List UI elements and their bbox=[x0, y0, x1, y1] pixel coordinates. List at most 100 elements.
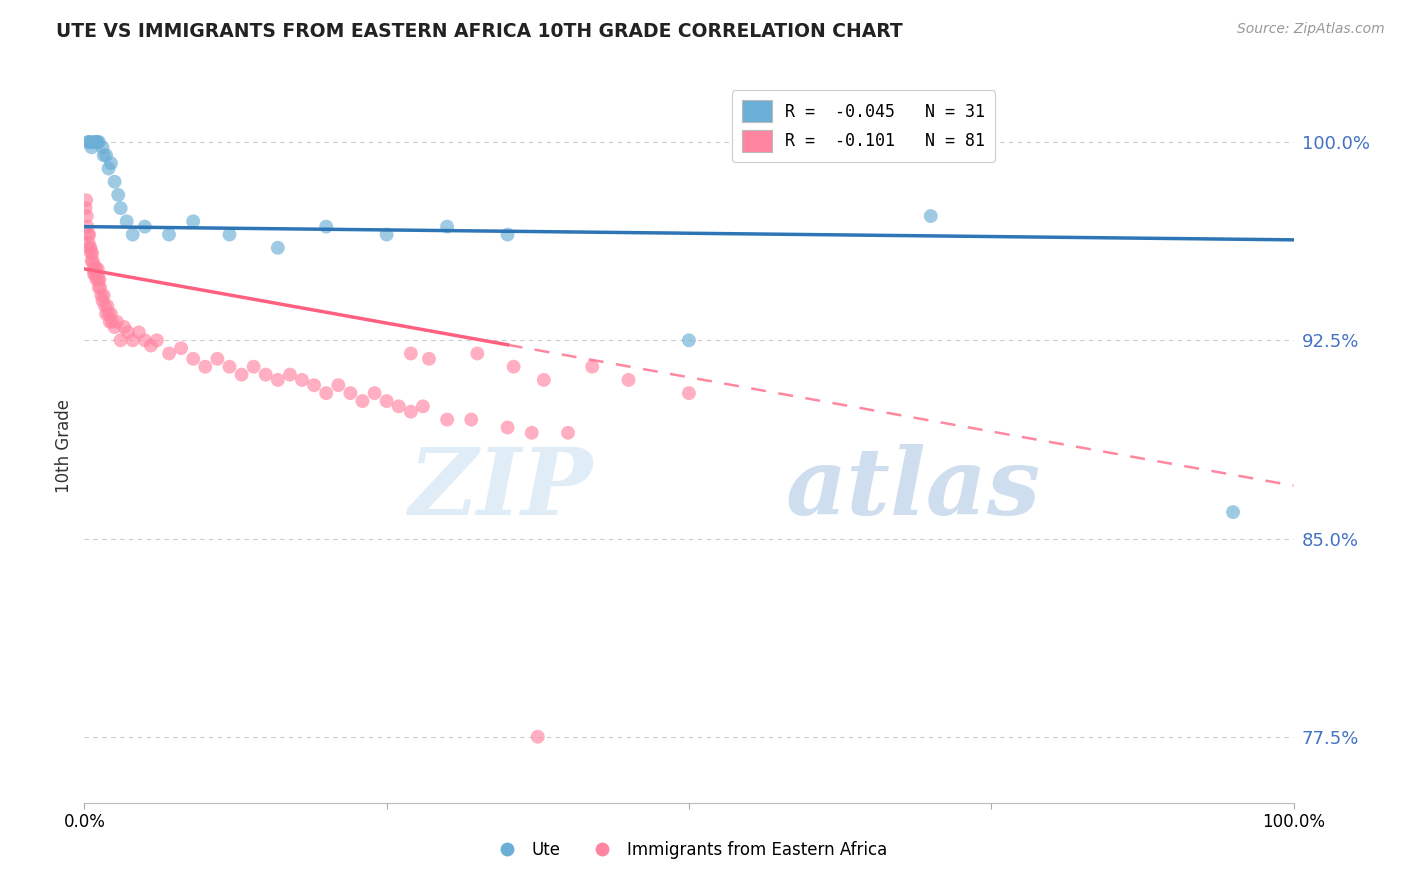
Point bbox=[231, 368, 253, 382]
Point bbox=[107, 188, 129, 202]
Point bbox=[520, 425, 543, 440]
Point bbox=[77, 227, 100, 242]
Point bbox=[436, 412, 458, 426]
Point bbox=[121, 227, 143, 242]
Point bbox=[87, 280, 110, 294]
Point bbox=[104, 320, 127, 334]
Point bbox=[82, 261, 104, 276]
Point bbox=[97, 161, 120, 176]
Text: ZIP: ZIP bbox=[408, 444, 592, 533]
Point bbox=[84, 267, 107, 281]
Point bbox=[75, 201, 97, 215]
Point bbox=[278, 368, 301, 382]
Point bbox=[83, 267, 105, 281]
Point bbox=[91, 140, 114, 154]
Point bbox=[467, 346, 489, 360]
Point bbox=[93, 288, 115, 302]
Point bbox=[86, 135, 108, 149]
Point bbox=[363, 386, 385, 401]
Point bbox=[302, 378, 325, 392]
Point bbox=[91, 293, 114, 308]
Point bbox=[101, 315, 124, 329]
Point bbox=[94, 148, 117, 162]
Point bbox=[218, 227, 240, 242]
Point bbox=[134, 219, 156, 234]
Text: atlas: atlas bbox=[786, 444, 1040, 533]
Point bbox=[80, 140, 103, 154]
Point bbox=[87, 272, 110, 286]
Point bbox=[110, 333, 132, 347]
Point bbox=[80, 246, 103, 260]
Point bbox=[291, 373, 314, 387]
Text: Source: ZipAtlas.com: Source: ZipAtlas.com bbox=[1237, 22, 1385, 37]
Point bbox=[86, 267, 108, 281]
Legend: Ute, Immigrants from Eastern Africa: Ute, Immigrants from Eastern Africa bbox=[484, 835, 894, 866]
Point bbox=[77, 135, 100, 149]
Point bbox=[194, 359, 217, 374]
Point bbox=[97, 307, 120, 321]
Point bbox=[267, 373, 290, 387]
Point bbox=[533, 373, 555, 387]
Point bbox=[399, 404, 422, 418]
Point bbox=[375, 227, 398, 242]
Point bbox=[181, 351, 204, 366]
Point bbox=[90, 288, 112, 302]
Point bbox=[75, 193, 97, 207]
Point bbox=[242, 359, 264, 374]
Point bbox=[352, 394, 374, 409]
Point bbox=[77, 235, 100, 250]
Point bbox=[315, 219, 337, 234]
Point bbox=[110, 201, 132, 215]
Point bbox=[89, 280, 111, 294]
Point bbox=[527, 730, 550, 744]
Point bbox=[80, 254, 103, 268]
Point bbox=[502, 359, 524, 374]
Point bbox=[328, 378, 350, 392]
Point bbox=[94, 299, 117, 313]
Point bbox=[678, 386, 700, 401]
Point bbox=[920, 209, 942, 223]
Point bbox=[79, 241, 101, 255]
Point bbox=[157, 346, 180, 360]
Point bbox=[375, 394, 398, 409]
Point bbox=[96, 299, 118, 313]
Point bbox=[105, 315, 128, 329]
Point bbox=[83, 260, 105, 274]
Point bbox=[146, 333, 169, 347]
Point bbox=[87, 135, 110, 149]
Point bbox=[93, 148, 115, 162]
Point bbox=[139, 338, 162, 352]
Point bbox=[436, 219, 458, 234]
Point bbox=[86, 261, 108, 276]
Point bbox=[207, 351, 229, 366]
Point bbox=[170, 341, 193, 355]
Point bbox=[104, 175, 127, 189]
Point bbox=[86, 135, 108, 149]
Point bbox=[76, 219, 98, 234]
Point bbox=[460, 412, 482, 426]
Point bbox=[218, 359, 240, 374]
Point bbox=[388, 400, 411, 414]
Point bbox=[76, 209, 98, 223]
Point bbox=[112, 320, 135, 334]
Point bbox=[339, 386, 361, 401]
Point bbox=[678, 333, 700, 347]
Point bbox=[89, 272, 111, 286]
Point bbox=[617, 373, 640, 387]
Point bbox=[121, 333, 143, 347]
Point bbox=[84, 135, 107, 149]
Point bbox=[94, 307, 117, 321]
Point bbox=[83, 135, 105, 149]
Point bbox=[98, 315, 121, 329]
Point bbox=[418, 351, 440, 366]
Point bbox=[134, 333, 156, 347]
Point bbox=[496, 420, 519, 434]
Point bbox=[82, 246, 104, 260]
Point bbox=[82, 254, 104, 268]
Point bbox=[79, 241, 101, 255]
Point bbox=[412, 400, 434, 414]
Point bbox=[267, 241, 290, 255]
Text: UTE VS IMMIGRANTS FROM EASTERN AFRICA 10TH GRADE CORRELATION CHART: UTE VS IMMIGRANTS FROM EASTERN AFRICA 10… bbox=[56, 22, 903, 41]
Point bbox=[100, 307, 122, 321]
Point bbox=[157, 227, 180, 242]
